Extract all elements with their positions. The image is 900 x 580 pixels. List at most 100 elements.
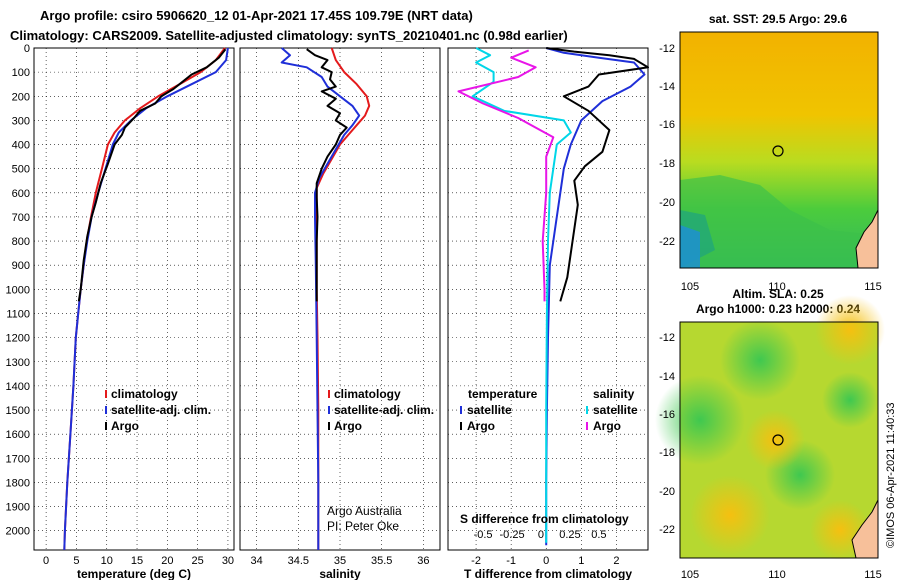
- depth-tick-label: 1400: [6, 381, 30, 393]
- s-difference-label: S difference from climatology: [460, 512, 629, 526]
- temperature-axes-frame: [33, 47, 235, 551]
- depth-tick-label: 900: [12, 260, 30, 272]
- temperature-xlabel: temperature (deg C): [77, 567, 191, 580]
- sst-map-ticks: 105 110 115 -12 -14 -16 -18 -20 -22: [659, 43, 882, 293]
- series-t-satellite: [545, 47, 646, 546]
- sst-ytick-18: -18: [659, 158, 675, 170]
- sst-cool-patch: [680, 175, 878, 268]
- s-diff-tick-label: 0: [538, 529, 544, 541]
- salinity-legend: climatology satellite-adj. clim. Argo: [328, 387, 434, 433]
- credit-pi: PI: Peter Oke: [327, 519, 399, 533]
- salinity-panel: 34 34.5 35 35.5 36 salinity climatology sate…: [239, 47, 441, 580]
- legend-t-argo: Argo: [467, 419, 495, 433]
- x-tick-label: 35: [334, 555, 346, 567]
- depth-tick-label: 800: [12, 236, 30, 248]
- sst-ytick-16: -16: [659, 119, 675, 131]
- sla-map: Altim. SLA: 0.25 Argo h1000: 0.23 h2000:…: [655, 287, 885, 580]
- sla-map-ticks: 105 110 115 -12 -14 -16 -18 -20 -22: [659, 332, 882, 580]
- legend-satellite-adj: satellite-adj. clim.: [111, 403, 211, 417]
- series-climatology: [315, 47, 371, 550]
- argo-location-marker: [772, 434, 784, 446]
- series-argo: [306, 48, 348, 302]
- sla-ytick-16: -16: [659, 409, 675, 421]
- depth-tick-label: 1500: [6, 405, 30, 417]
- temperature-ticks: 0100200300400500600700800900100011001200…: [6, 43, 235, 567]
- legend-argo: Argo: [334, 419, 362, 433]
- series-s-satellite: [471, 47, 572, 543]
- sla-ytick-18: -18: [659, 447, 675, 459]
- legend-satellite-swatch: [328, 406, 330, 414]
- sla-green-patch: [720, 320, 800, 400]
- depth-tick-label: 200: [12, 91, 30, 103]
- sst-ytick-20: -20: [659, 197, 675, 209]
- figure-title: Argo profile: csiro 5906620_12 01-Apr-20…: [40, 8, 473, 23]
- sst-blue-patch: [680, 225, 700, 268]
- legend-salinity-title: salinity: [593, 387, 635, 401]
- depth-tick-label: 1800: [6, 477, 30, 489]
- legend-satellite-adj: satellite-adj. clim.: [334, 403, 434, 417]
- sst-ytick-22: -22: [659, 236, 675, 248]
- legend-s-satellite: satellite: [593, 403, 638, 417]
- temperature-panel: 0100200300400500600700800900100011001200…: [6, 43, 235, 580]
- legend-argo: Argo: [111, 419, 139, 433]
- x-tick-label: 1: [578, 555, 584, 567]
- x-tick-label: 5: [73, 555, 79, 567]
- x-tick-label: 30: [222, 555, 234, 567]
- x-tick-label: 20: [161, 555, 173, 567]
- x-tick-label: 35.5: [371, 555, 392, 567]
- series-t-argo: [546, 47, 649, 302]
- x-tick-label: -1: [506, 555, 516, 567]
- climatology-title: Climatology: CARS2009. Satellite-adjuste…: [10, 28, 568, 43]
- depth-tick-label: 1200: [6, 333, 30, 345]
- s-diff-tick-label: 0.5: [591, 529, 606, 541]
- sst-xtick-110: 110: [768, 281, 786, 293]
- legend-climatology: climatology: [334, 387, 401, 401]
- t-difference-xlabel: T difference from climatology: [464, 567, 632, 580]
- legend-climatology: climatology: [111, 387, 178, 401]
- x-tick-label: 2: [613, 555, 619, 567]
- sla-high-patch: [690, 475, 770, 555]
- series-satellite-adj-clim-: [63, 47, 229, 551]
- depth-tick-label: 1300: [6, 357, 30, 369]
- depth-tick-label: 700: [12, 212, 30, 224]
- series-argo: [77, 48, 227, 302]
- legend-s-satellite-swatch: [586, 406, 588, 414]
- difference-series: [457, 47, 649, 546]
- sla-xtick-110: 110: [768, 569, 786, 580]
- legend-climatology-swatch: [328, 390, 330, 398]
- x-tick-label: 34: [251, 555, 263, 567]
- x-tick-label: 25: [192, 555, 204, 567]
- difference-panel: -2 -1 0 1 2 -0.5 -0.25 0 0.25 0.5 S difference f…: [447, 47, 649, 580]
- sst-ytick-14: -14: [659, 81, 675, 93]
- sla-ytick-14: -14: [659, 371, 675, 383]
- sst-xtick-115: 115: [864, 281, 882, 293]
- depth-tick-label: 1600: [6, 429, 30, 441]
- imos-credit-stamp: ©IMOS 06-Apr-2021 11:40:33: [885, 403, 897, 548]
- legend-satellite-swatch: [105, 406, 107, 414]
- x-tick-label: 0: [43, 555, 49, 567]
- salinity-ticks: 34 34.5 35 35.5 36: [251, 555, 430, 567]
- depth-tick-label: 600: [12, 188, 30, 200]
- sla-green-patch: [822, 372, 878, 428]
- legend-argo-swatch: [105, 422, 107, 430]
- x-tick-label: 15: [131, 555, 143, 567]
- legend-s-argo-swatch: [586, 422, 588, 430]
- sla-ytick-12: -12: [659, 332, 675, 344]
- salinity-xlabel: salinity: [319, 567, 361, 580]
- difference-legend: temperature salinity satellite Argo sate…: [460, 387, 638, 433]
- sla-map-frame: [679, 321, 879, 559]
- credit-argo-australia: Argo Australia: [327, 504, 402, 518]
- s-diff-tick-label: 0.25: [559, 529, 580, 541]
- depth-tick-label: 1100: [6, 308, 30, 320]
- x-tick-label: 36: [417, 555, 429, 567]
- depth-tick-label: 0: [24, 43, 30, 55]
- sla-xtick-115: 115: [864, 569, 882, 580]
- sla-ytick-22: -22: [659, 524, 675, 536]
- legend-temperature-title: temperature: [468, 387, 538, 401]
- depth-tick-label: 400: [12, 140, 30, 152]
- sla-map-subtitle: Argo h1000: 0.23 h2000: 0.24: [696, 302, 860, 316]
- series-s-argo: [457, 49, 555, 302]
- series-satellite-adj-clim-: [280, 47, 361, 550]
- legend-t-satellite-swatch: [460, 406, 462, 414]
